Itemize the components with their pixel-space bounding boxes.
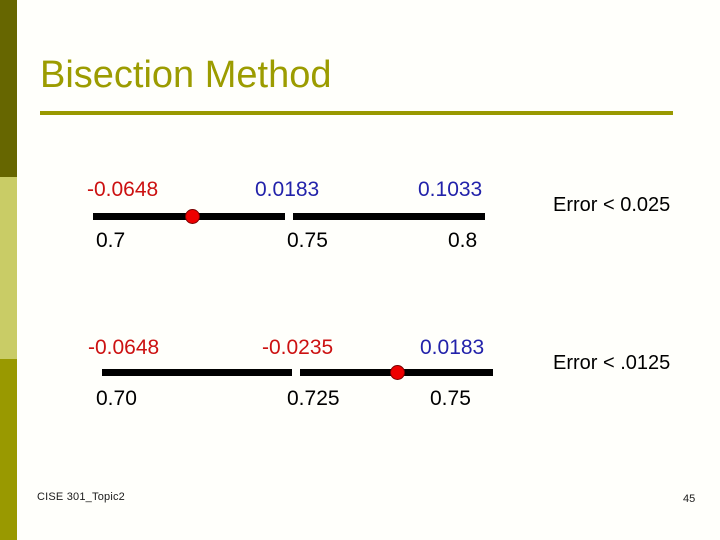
error-bound-label: Error < .0125	[553, 352, 671, 374]
x-value-label: 0.7	[96, 229, 126, 252]
number-line-left-segment	[102, 369, 292, 376]
number-line-right-segment	[293, 213, 485, 220]
f-value-label: -0.0235	[262, 336, 334, 359]
accent-bar-segment-medium	[0, 359, 17, 540]
accent-bar-segment-dark	[0, 0, 17, 177]
left-accent-bar	[0, 0, 17, 540]
f-value-label: 0.0183	[255, 178, 320, 201]
x-value-label: 0.75	[430, 387, 471, 410]
midpoint-marker-icon	[390, 365, 405, 380]
error-bound-label: Error < 0.025	[553, 194, 671, 216]
x-value-label: 0.75	[287, 229, 328, 252]
accent-bar-segment-light	[0, 177, 17, 359]
slide-title: Bisection Method	[40, 54, 332, 96]
f-value-label: -0.0648	[88, 336, 160, 359]
x-value-label: 0.8	[448, 229, 478, 252]
f-value-label: 0.0183	[420, 336, 485, 359]
title-underline	[40, 111, 673, 115]
footer-course-label: CISE 301_Topic2	[37, 491, 125, 503]
f-value-label: -0.0648	[87, 178, 159, 201]
midpoint-marker-icon	[185, 209, 200, 224]
x-value-label: 0.725	[287, 387, 340, 410]
f-value-label: 0.1033	[418, 178, 483, 201]
x-value-label: 0.70	[96, 387, 137, 410]
slide-page-number: 45	[683, 493, 696, 505]
